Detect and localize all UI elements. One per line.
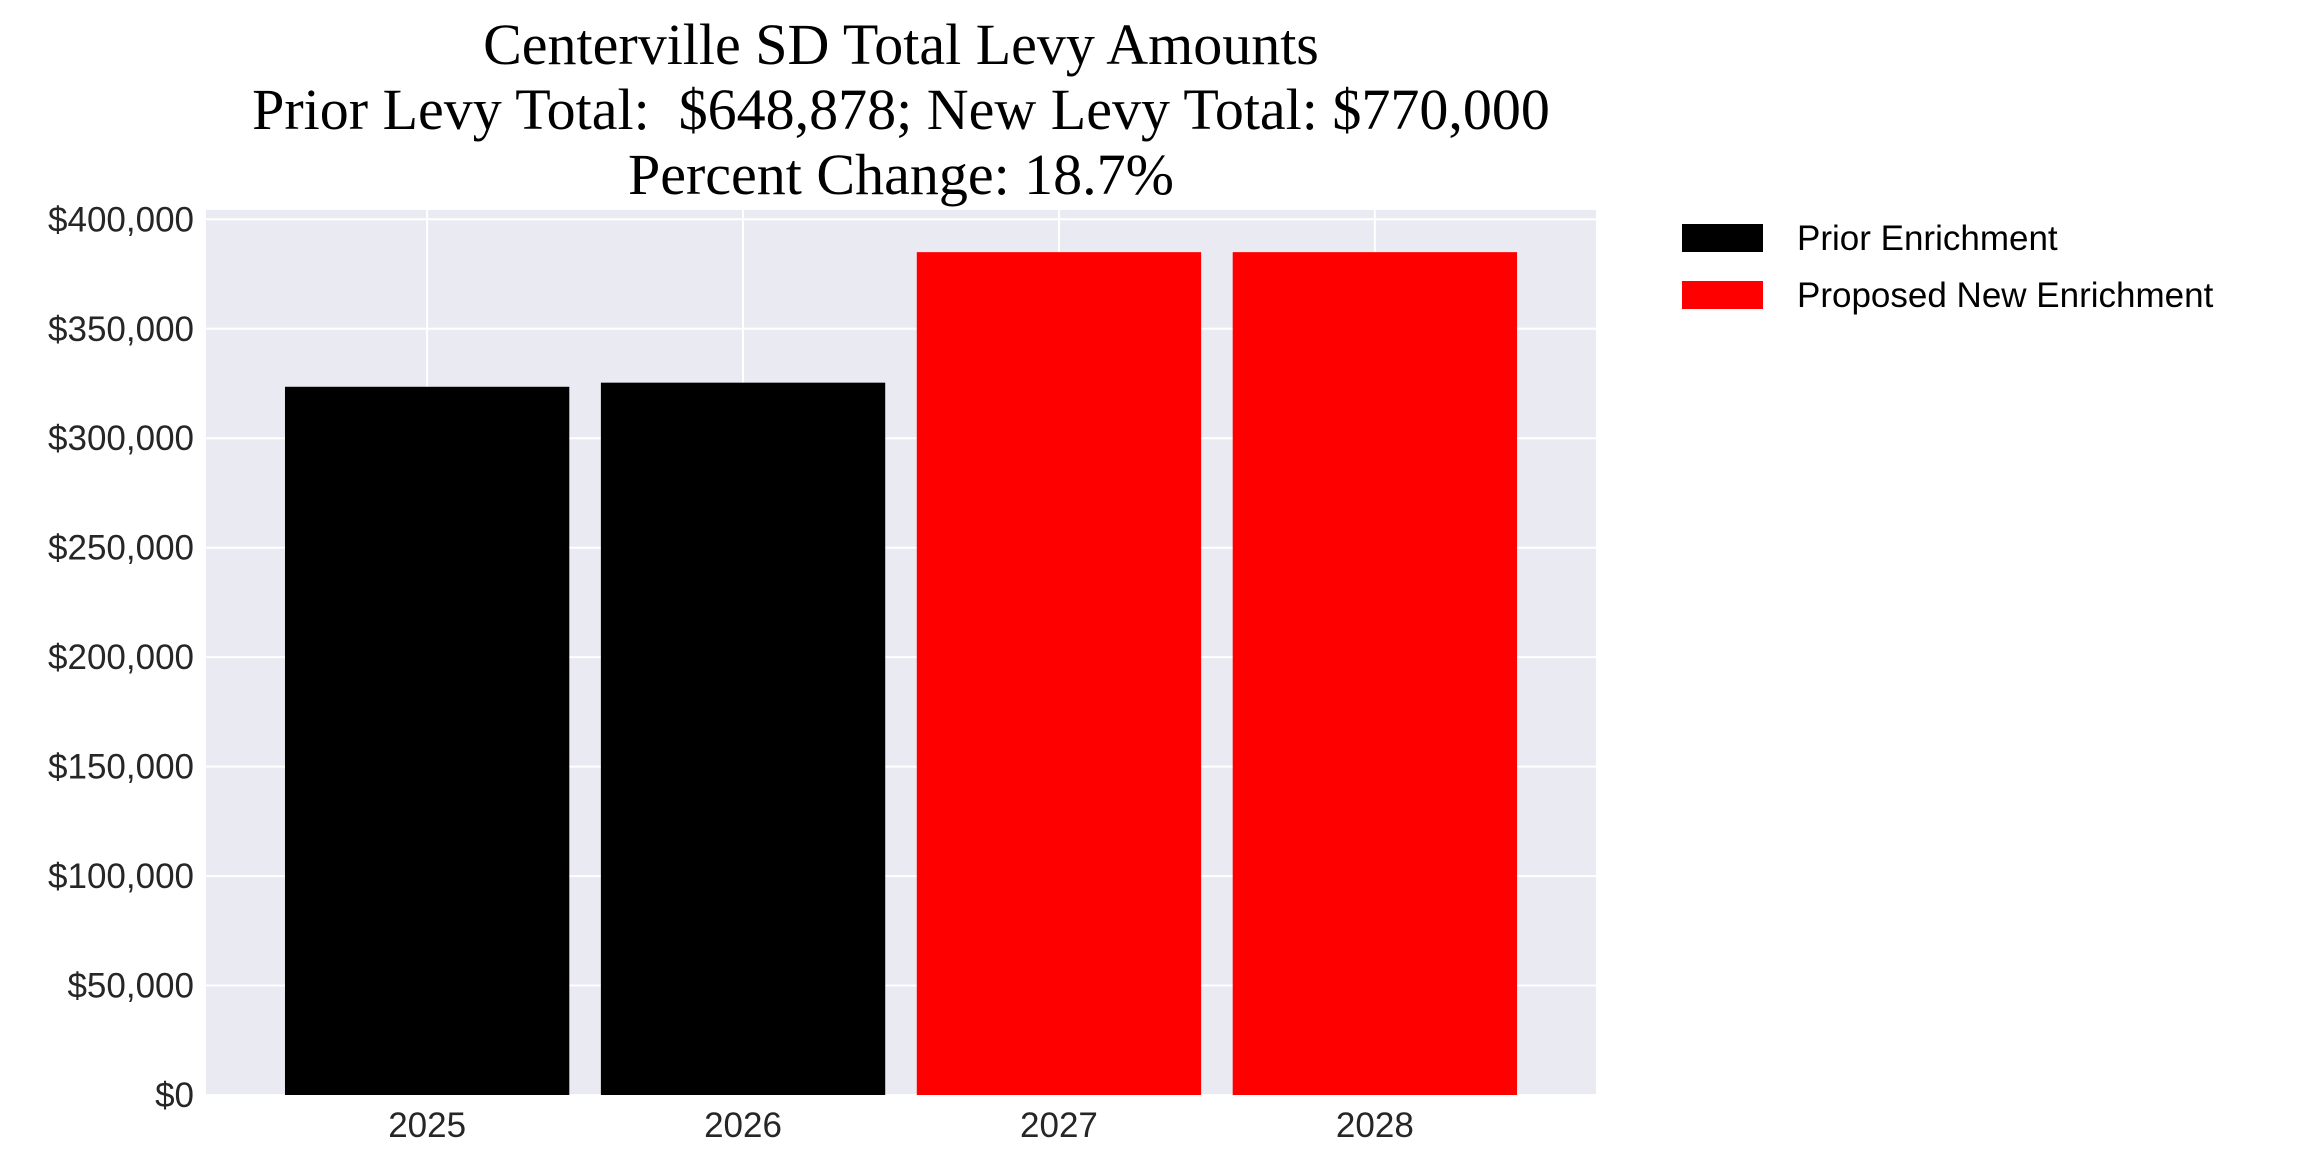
bar-2026 — [600, 382, 886, 1095]
x-tick-label: 2025 — [388, 1106, 466, 1145]
x-tick-label: 2028 — [1336, 1106, 1414, 1145]
y-tick-label: $0 — [155, 1076, 194, 1115]
y-tick-label: $350,000 — [48, 310, 194, 349]
legend-swatch-proposed — [1682, 281, 1763, 309]
chart-title: Centerville SD Total Levy Amounts — [483, 12, 1319, 77]
y-tick-label: $200,000 — [48, 638, 194, 677]
legend-label-prior: Prior Enrichment — [1797, 219, 2058, 258]
x-tick-label: 2027 — [1020, 1106, 1098, 1145]
y-tick-label: $300,000 — [48, 419, 194, 458]
bar-2028 — [1232, 252, 1518, 1096]
x-tick-label: 2026 — [704, 1106, 782, 1145]
chart-subtitle-line-1: Prior Levy Total: $648,878; New Levy Tot… — [252, 77, 1550, 142]
bars — [284, 252, 1518, 1096]
bar-2025 — [284, 386, 570, 1095]
x-axis-ticks: 2025 2026 2027 2028 — [388, 1106, 1414, 1145]
legend-swatch-prior — [1682, 224, 1763, 252]
y-tick-label: $150,000 — [48, 748, 194, 787]
y-tick-label: $250,000 — [48, 529, 194, 568]
legend: Prior Enrichment Proposed New Enrichment — [1682, 219, 2214, 315]
bar-2027 — [916, 252, 1202, 1096]
y-axis-ticks: $0 $50,000 $100,000 $150,000 $200,000 $250,00… — [48, 200, 194, 1115]
y-tick-label: $50,000 — [67, 967, 194, 1006]
legend-label-proposed: Proposed New Enrichment — [1797, 276, 2214, 315]
chart-subtitle-line-2: Percent Change: 18.7% — [628, 142, 1174, 207]
y-tick-label: $100,000 — [48, 857, 194, 896]
y-tick-label: $400,000 — [48, 200, 194, 239]
